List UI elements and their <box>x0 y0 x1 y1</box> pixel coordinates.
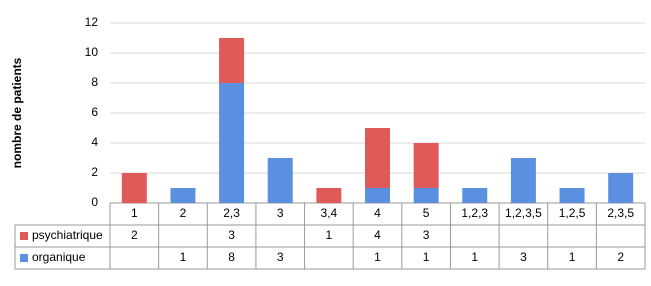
x-tick-label: 4 <box>374 206 381 220</box>
bar <box>413 188 439 203</box>
legend-label: psychiatrique <box>32 228 103 242</box>
bar <box>462 188 488 203</box>
table-value: 4 <box>374 228 381 242</box>
y-tick-label: 8 <box>91 75 98 89</box>
table-value: 3 <box>520 250 527 264</box>
x-tick-label: 3,4 <box>321 206 338 220</box>
x-tick-label: 2,3,5 <box>607 206 634 220</box>
table-value: 1 <box>326 228 333 242</box>
legend-swatch <box>20 254 28 262</box>
y-tick-label: 0 <box>91 195 98 209</box>
table-value: 1 <box>471 250 478 264</box>
bar <box>559 188 585 203</box>
y-tick-label: 10 <box>85 45 99 59</box>
x-tick-label: 3 <box>277 206 284 220</box>
bar <box>170 188 196 203</box>
table-value: 3 <box>423 228 430 242</box>
table-value: 3 <box>228 228 235 242</box>
bar <box>267 158 293 203</box>
y-tick-label: 12 <box>85 15 99 29</box>
y-axis-label: nombre de patients <box>10 57 24 168</box>
y-tick-label: 4 <box>91 135 98 149</box>
table-value: 8 <box>228 250 235 264</box>
legend-label: organique <box>32 250 86 264</box>
x-tick-label: 5 <box>423 206 430 220</box>
x-tick-label: 1,2,3 <box>461 206 488 220</box>
bar <box>316 188 342 203</box>
table-value: 1 <box>569 250 576 264</box>
table-value: 2 <box>131 228 138 242</box>
table-value: 3 <box>277 250 284 264</box>
y-tick-label: 6 <box>91 105 98 119</box>
bar <box>413 143 439 188</box>
y-tick-label: 2 <box>91 165 98 179</box>
x-tick-label: 2 <box>180 206 187 220</box>
legend-swatch <box>20 232 28 240</box>
table-value: 1 <box>180 250 187 264</box>
bar <box>219 38 245 83</box>
table-value: 1 <box>374 250 381 264</box>
bar <box>121 173 147 203</box>
bar <box>219 83 245 203</box>
x-tick-label: 1,2,5 <box>559 206 586 220</box>
x-tick-label: 1 <box>131 206 138 220</box>
bar <box>608 173 634 203</box>
x-tick-label: 1,2,3,5 <box>505 206 542 220</box>
bar <box>365 128 390 188</box>
table-value: 2 <box>617 250 624 264</box>
table-value: 1 <box>423 250 430 264</box>
bar <box>365 188 390 203</box>
bar <box>510 158 536 203</box>
x-tick-label: 2,3 <box>223 206 240 220</box>
